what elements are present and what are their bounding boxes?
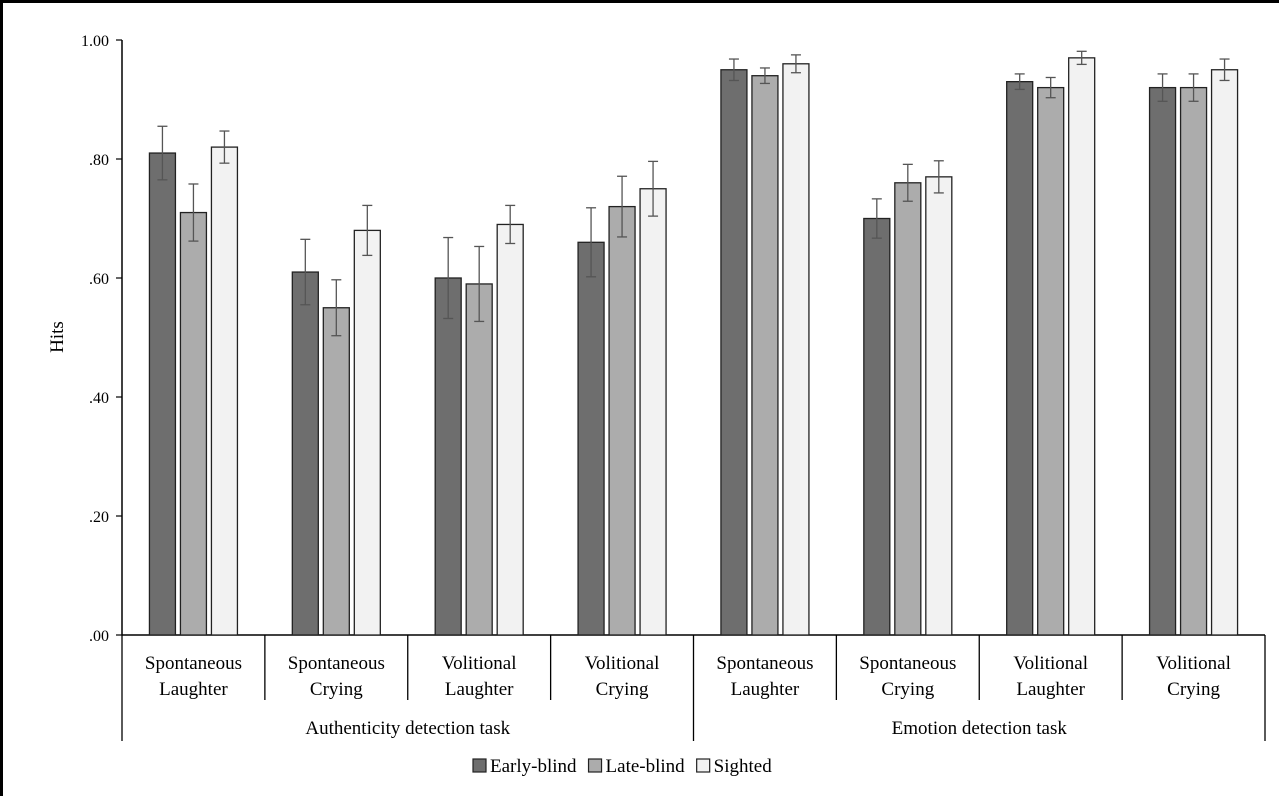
- legend-swatch: [696, 758, 711, 773]
- bar-late-blind: [751, 75, 779, 636]
- bar-sighted: [1210, 69, 1239, 636]
- x-category-label-line1: Spontaneous: [145, 653, 242, 674]
- x-category-label-line1: Spontaneous: [859, 653, 956, 674]
- bar-late-blind: [322, 307, 350, 636]
- x-category-label-line2: Crying: [310, 679, 363, 700]
- legend-label: Late-blind: [606, 756, 686, 777]
- x-category-label-line1: Volitional: [585, 653, 660, 674]
- bar-early-blind: [1006, 81, 1034, 636]
- x-category-label-line1: Volitional: [442, 653, 517, 674]
- bar-sighted: [925, 176, 953, 636]
- x-category-label-line2: Laughter: [731, 679, 800, 700]
- bar-early-blind: [720, 69, 748, 636]
- bar-early-blind: [1148, 86, 1177, 636]
- y-tick-label: 1.00: [81, 33, 109, 50]
- x-category-label-line2: Laughter: [1016, 679, 1085, 700]
- x-group-label: Emotion detection task: [892, 718, 1068, 739]
- x-category-label-line2: Laughter: [159, 679, 228, 700]
- y-tick-label: .80: [89, 152, 109, 169]
- x-category-label-line1: Volitional: [1156, 653, 1231, 674]
- bar-sighted: [210, 146, 239, 636]
- y-tick-label: .40: [89, 390, 109, 407]
- x-category-label-line2: Laughter: [445, 679, 514, 700]
- bar-sighted: [1068, 57, 1096, 636]
- legend-label: Sighted: [714, 756, 773, 777]
- x-category-label-line2: Crying: [596, 679, 649, 700]
- x-category-label-line1: Spontaneous: [288, 653, 385, 674]
- legend-swatch: [472, 758, 487, 773]
- bar-late-blind: [465, 283, 493, 636]
- y-axis-label: Hits: [47, 321, 68, 353]
- bar-late-blind: [179, 211, 208, 636]
- bar-early-blind: [148, 152, 177, 636]
- x-category-label-line2: Crying: [881, 679, 934, 700]
- bar-sighted: [639, 188, 667, 636]
- x-category-label-line1: Spontaneous: [716, 653, 813, 674]
- bar-early-blind: [577, 241, 605, 636]
- bar-chart: Hits .00 .20 .40 .60 .80 1.00 Spontaneous Laugh…: [47, 33, 1266, 777]
- legend-label: Early-blind: [490, 756, 577, 777]
- bar-early-blind: [863, 217, 891, 636]
- bar-sighted: [496, 223, 524, 636]
- x-category-label-line2: Crying: [1167, 679, 1220, 700]
- bar-sighted: [782, 63, 810, 636]
- y-tick-label: .00: [89, 628, 109, 645]
- legend-swatch: [587, 758, 603, 773]
- y-tick-label: .60: [89, 271, 109, 288]
- y-tick-label: .20: [89, 509, 109, 526]
- bar-early-blind: [434, 277, 462, 636]
- bar-sighted: [353, 229, 381, 636]
- bar-late-blind: [1037, 86, 1065, 636]
- bar-late-blind: [608, 205, 636, 636]
- bar-early-blind: [291, 271, 319, 636]
- bar-late-blind: [894, 182, 922, 636]
- x-group-label: Authenticity detection task: [305, 718, 510, 739]
- bar-late-blind: [1179, 86, 1208, 636]
- x-category-label-line1: Volitional: [1013, 653, 1088, 674]
